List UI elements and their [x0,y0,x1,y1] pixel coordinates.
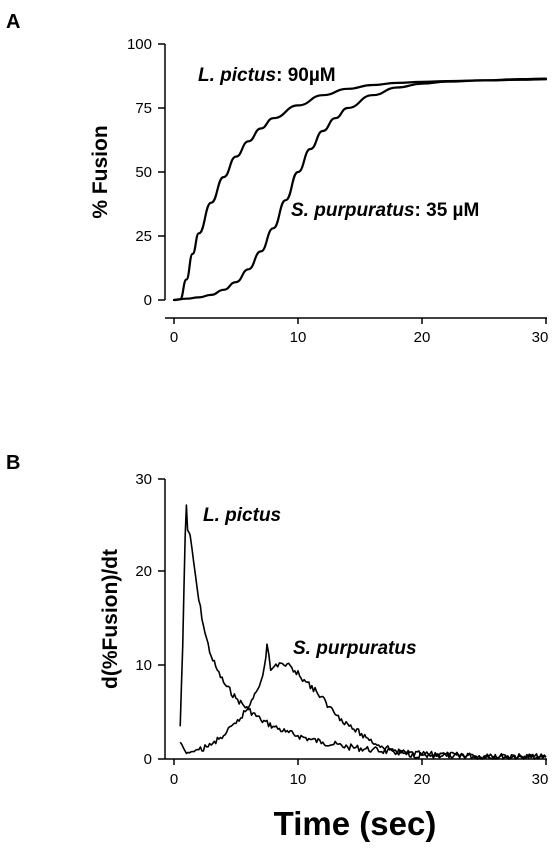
panel-b-y-axis-label: d(%Fusion)/dt [99,549,122,689]
panel-b-letter: B [6,452,20,474]
panel-b-xtick-label: 0 [170,771,178,788]
panel-a-series-l-pictus-line [172,78,548,302]
panel-b-ytick-label: 20 [135,563,152,580]
panel-a-ytick-label: 0 [144,292,152,309]
panel-a-x-ticks: 0 10 20 30 [170,318,549,346]
panel-b-xtick-label: 10 [290,771,307,788]
panel-a-xtick-label: 20 [414,329,431,346]
panel-a-y-ticks: 0 25 50 75 100 [127,36,165,309]
panel-a-l-pictus-concentration: : 90µM [276,65,336,86]
panel-b-s-purpuratus-label: S. purpuratus [293,638,417,659]
panel-a-ytick-label: 50 [135,164,152,181]
panel-a-xtick-label: 30 [532,329,549,346]
panel-b-xtick-label: 20 [414,771,431,788]
panel-b-xtick-label: 30 [532,771,549,788]
panel-b-ytick-label: 30 [135,471,152,488]
panel-b-ytick-label: 0 [144,751,152,768]
panel-a-s-purpuratus-species: S. purpuratus [291,200,415,221]
panel-b-l-pictus-label: L. pictus [203,505,281,526]
panel-a-l-pictus-annotation: L. pictus: 90µM [198,65,336,86]
panel-b-ytick-label: 10 [135,657,152,674]
panel-a-ytick-label: 100 [127,36,152,53]
panel-a-s-purpuratus-annotation: S. purpuratus: 35 µM [291,200,479,221]
panel-a-xtick-label: 10 [290,329,307,346]
panel-a-letter: A [6,11,20,33]
panel-b-x-ticks: 0 10 20 30 [170,759,549,788]
panel-b-plot: 0 10 20 30 0 10 20 30 d(%Fusion)/dt Time… [99,471,548,842]
panel-a-ytick-label: 75 [135,100,152,117]
panel-a-s-purpuratus-concentration: : 35 µM [415,200,480,221]
panel-a-series-s-purpuratus-line [172,77,548,302]
panel-a-y-axis-label: % Fusion [89,125,112,218]
panel-b-series-l-pictus-line [179,504,547,760]
panel-a-plot: 0 25 50 75 100 0 10 20 30 % Fusion L. pi… [89,36,548,346]
panel-a-l-pictus-species: L. pictus [198,65,276,86]
panel-a-xtick-label: 0 [170,329,178,346]
panel-b-x-axis-label: Time (sec) [274,805,437,842]
panel-a-ytick-label: 25 [135,228,152,245]
panel-b-series-s-purpuratus-line [179,643,547,760]
panel-b-y-ticks: 0 10 20 30 [135,471,165,768]
